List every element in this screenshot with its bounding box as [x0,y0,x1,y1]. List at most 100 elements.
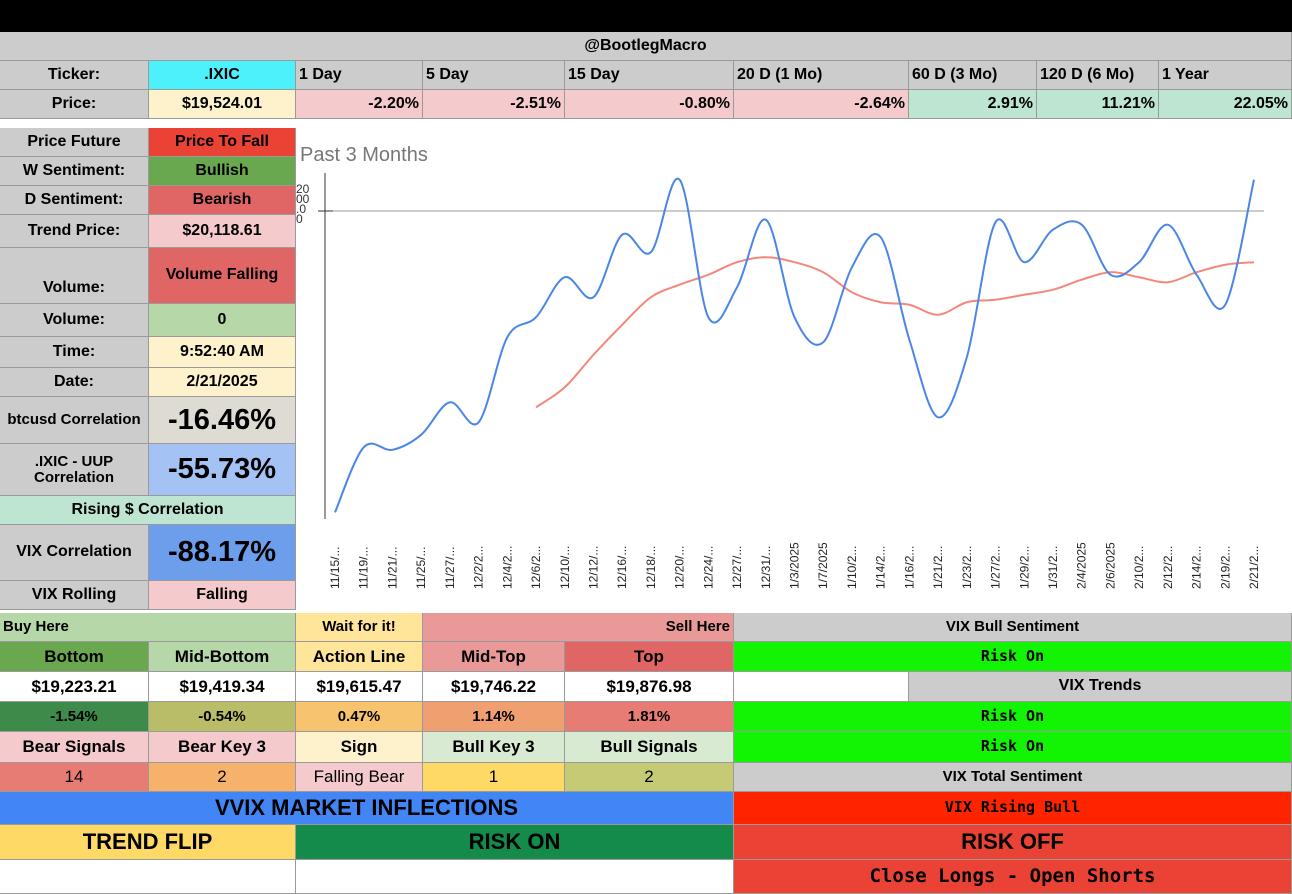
change-15day: -0.80% [565,90,734,119]
d-sentiment-label: D Sentiment: [0,186,149,215]
x-tick-label: 1/29/2... [1017,546,1031,589]
vix-trend-value-1: Risk On [734,702,1292,732]
x-tick-label: 1/10/2... [845,546,859,589]
signal-header-bull: Bull Signals [565,732,734,763]
bottom-blank-mid [296,860,734,894]
x-tick-label: 1/3/2025 [788,542,802,589]
level-header-mid-top: Mid-Top [423,642,565,672]
x-tick-label: 2/14/2... [1190,546,1204,589]
signal-value-bear-key3: 2 [149,763,296,792]
signal-value-bull: 2 [565,763,734,792]
time-value: 9:52:40 AM [149,337,296,368]
signal-value-bear: 14 [0,763,149,792]
header-title: @BootlegMacro [0,32,1292,61]
y-tick-label: .0 [296,202,306,216]
x-tick-label: 1/27/2... [989,546,1003,589]
y-tick-label: 0 [296,212,303,226]
period-15day: 15 Day [565,61,734,90]
period-60day: 60 D (3 Mo) [909,61,1037,90]
x-tick-label: 12/4/2... [500,546,514,589]
price-chart: Past 3 Months 20 00.0 0 11/15/... 11/19/... 1… [296,133,1292,610]
trend-flip-banner: TREND FLIP [0,825,296,860]
change-60day: 2.91% [909,90,1037,119]
uup-corr-value: -55.73% [149,444,296,496]
vix-bull-sentiment-title: VIX Bull Sentiment [734,613,1292,642]
x-tick-label: 12/6/2... [529,546,543,589]
series-line-0 [334,177,1255,513]
risk-off-banner: RISK OFF [734,825,1292,860]
vix-corr-label: VIX Correlation [0,525,149,581]
period-1year: 1 Year [1159,61,1292,90]
vix-trends-title: VIX Trends [909,672,1292,702]
x-tick-label: 12/31/... [759,546,773,589]
period-5day: 5 Day [423,61,565,90]
x-tick-label: 2/19/2... [1218,546,1232,589]
signal-header-bear: Bear Signals [0,732,149,763]
level-header-action-line: Action Line [296,642,423,672]
signal-value-bull-key3: 1 [423,763,565,792]
vix-total-sentiment-value: VIX Rising Bull [734,792,1292,825]
period-120day: 120 D (6 Mo) [1037,61,1159,90]
x-tick-label: 12/2/2... [472,546,486,589]
level-price-mid-bottom: $19,419.34 [149,672,296,702]
x-tick-label: 1/31/2... [1046,546,1060,589]
x-tick-label: 12/27/... [730,546,744,589]
ticker-value[interactable]: .IXIC [149,61,296,90]
vix-rolling-value: Falling [149,581,296,610]
x-tick-label: 2/10/2... [1132,546,1146,589]
wait-label: Wait for it! [296,613,423,642]
x-tick-label: 12/16/... [615,546,629,589]
signal-header-sign: Sign [296,732,423,763]
x-tick-label: 11/15/... [328,547,342,589]
x-tick-label: 1/23/2... [960,546,974,589]
ticker-label: Ticker: [0,61,149,90]
price-future-value: Price To Fall [149,128,296,157]
volume-trend-label: Volume: [0,248,149,304]
x-tick-label: 11/21/... [385,547,399,589]
change-5day: -2.51% [423,90,565,119]
level-price-bottom: $19,223.21 [0,672,149,702]
level-price-top: $19,876.98 [565,672,734,702]
x-tick-label: 12/10/... [558,546,572,589]
signal-header-bull-key3: Bull Key 3 [423,732,565,763]
level-header-top: Top [565,642,734,672]
level-price-mid-top: $19,746.22 [423,672,565,702]
w-sentiment-value: Bullish [149,157,296,186]
volume-label: Volume: [0,304,149,337]
x-tick-label: 12/24/... [701,546,715,589]
change-1day: -2.20% [296,90,423,119]
level-header-mid-bottom: Mid-Bottom [149,642,296,672]
x-tick-label: 12/18/... [644,546,658,589]
vix-rolling-label: VIX Rolling [0,581,149,610]
x-tick-label: 11/19/... [357,547,371,589]
w-sentiment-label: W Sentiment: [0,157,149,186]
x-tick-label: 12/12/... [586,546,600,589]
volume-value: 0 [149,304,296,337]
level-header-bottom: Bottom [0,642,149,672]
vix-trends-blank [734,672,909,702]
trend-price-label: Trend Price: [0,215,149,248]
level-pct-action-line: 0.47% [296,702,423,732]
price-label: Price: [0,90,149,119]
change-1year: 22.05% [1159,90,1292,119]
series-line-1 [535,256,1255,409]
x-tick-label: 11/25/... [414,547,428,589]
x-tick-label: 1/21/2... [931,546,945,589]
y-tick-label: 00 [296,192,310,206]
x-tick-label: 2/12/2... [1161,546,1175,589]
signal-header-bear-key3: Bear Key 3 [149,732,296,763]
vix-bull-sentiment-value: Risk On [734,642,1292,672]
change-20day: -2.64% [734,90,909,119]
price-value: $19,524.01 [149,90,296,119]
level-pct-mid-top: 1.14% [423,702,565,732]
risk-on-banner: RISK ON [296,825,734,860]
buy-here-label: Buy Here [0,613,296,642]
x-tick-label: 1/16/2... [902,546,916,589]
y-tick-label: 20 [296,182,310,196]
x-tick-label: 2/6/2025 [1103,542,1117,589]
vix-corr-value: -88.17% [149,525,296,581]
signal-value-sign: Falling Bear [296,763,423,792]
time-label: Time: [0,337,149,368]
level-pct-mid-bottom: -0.54% [149,702,296,732]
